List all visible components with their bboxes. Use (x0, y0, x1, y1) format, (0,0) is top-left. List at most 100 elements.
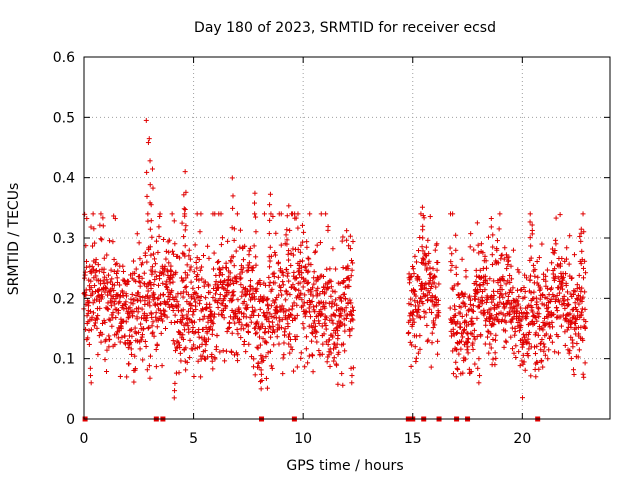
data-point (132, 325, 138, 331)
data-point (318, 211, 324, 217)
data-point (91, 310, 97, 316)
data-point (147, 294, 153, 300)
data-point (219, 312, 225, 318)
data-point (238, 275, 244, 281)
data-point (200, 326, 206, 332)
data-point (193, 307, 199, 313)
data-point (321, 331, 327, 337)
data-point (99, 320, 105, 326)
data-point (408, 363, 414, 369)
data-point (122, 340, 128, 346)
data-point (280, 355, 286, 361)
data-point (120, 268, 126, 274)
data-point (185, 272, 191, 278)
data-point (247, 315, 253, 321)
data-point (191, 319, 197, 325)
data-point (229, 330, 235, 336)
data-point (278, 242, 284, 248)
data-point (140, 294, 146, 300)
data-point (342, 328, 348, 334)
data-point (160, 280, 166, 286)
data-point (268, 334, 274, 340)
data-point (113, 315, 119, 321)
data-point (407, 277, 413, 283)
data-point (139, 315, 145, 321)
data-point (99, 292, 105, 298)
data-point (278, 288, 284, 294)
data-point (416, 303, 422, 309)
data-point (234, 211, 240, 217)
data-point (86, 299, 92, 305)
data-point (291, 315, 297, 321)
data-point (188, 264, 194, 270)
data-point (166, 237, 172, 243)
data-point (137, 283, 143, 289)
data-point (162, 308, 168, 314)
data-point (284, 273, 290, 279)
data-point (94, 297, 100, 303)
data-point (138, 298, 144, 304)
data-point (350, 317, 356, 323)
data-point (183, 345, 189, 351)
data-point (253, 288, 259, 294)
data-point (197, 229, 203, 235)
data-point (185, 308, 191, 314)
data-point (152, 261, 158, 267)
data-point (421, 314, 427, 320)
data-point (347, 233, 353, 239)
data-point (107, 336, 113, 342)
data-point (268, 363, 274, 369)
data-point (88, 285, 94, 291)
data-point (132, 270, 138, 276)
data-point (265, 315, 271, 321)
data-point (241, 299, 247, 305)
data-point (449, 263, 455, 269)
data-point (288, 262, 294, 268)
data-point (333, 297, 339, 303)
data-point (209, 358, 215, 364)
data-point (334, 302, 340, 308)
data-point (411, 319, 417, 325)
data-point (229, 298, 235, 304)
data-point (312, 323, 318, 329)
data-point (323, 326, 329, 332)
data-point (313, 328, 319, 334)
data-point (209, 351, 215, 357)
data-point (158, 310, 164, 316)
data-point (268, 303, 274, 309)
data-point (214, 333, 220, 339)
data-point (428, 271, 434, 277)
data-point (244, 302, 250, 308)
data-point (314, 242, 320, 248)
data-point (308, 262, 314, 268)
data-point (274, 334, 280, 340)
data-point (170, 248, 176, 254)
data-point (196, 277, 202, 283)
data-point (217, 292, 223, 298)
data-point (223, 348, 229, 354)
data-point (324, 266, 330, 272)
data-point (200, 353, 206, 359)
data-point (192, 346, 198, 352)
data-point (88, 278, 94, 284)
data-point (193, 260, 199, 266)
data-point (274, 309, 280, 315)
data-point (157, 301, 163, 307)
data-point (285, 270, 291, 276)
data-point (241, 311, 247, 317)
data-point (253, 262, 259, 268)
data-point (239, 289, 245, 295)
data-point (260, 336, 266, 342)
data-point (343, 296, 349, 302)
data-point (271, 314, 277, 320)
data-point (111, 213, 117, 219)
data-point (235, 297, 241, 303)
data-point (135, 290, 141, 296)
data-point (90, 266, 96, 272)
data-point (231, 263, 237, 269)
data-point (346, 243, 352, 249)
data-point (280, 272, 286, 278)
data-point (202, 348, 208, 354)
data-point (212, 311, 218, 317)
data-point (278, 266, 284, 272)
